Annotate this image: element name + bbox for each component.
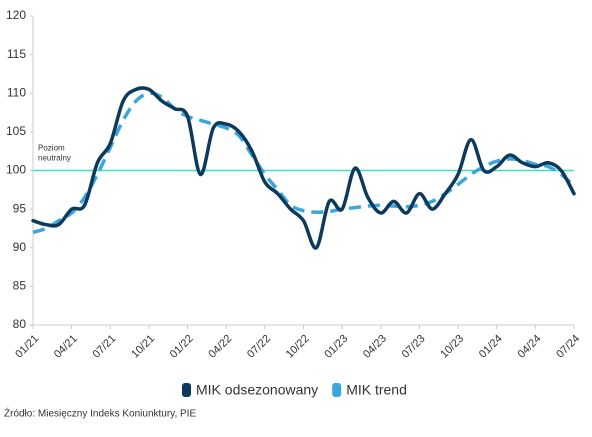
- y-tick-label: 105: [6, 124, 26, 138]
- x-tick-label: 07/23: [400, 333, 428, 361]
- legend-label: MIK trend: [346, 382, 407, 398]
- y-tick-label: 90: [13, 240, 27, 254]
- x-tick-label: 01/24: [477, 333, 505, 361]
- x-tick-label: 04/21: [52, 333, 80, 361]
- x-tick-label: 04/23: [361, 333, 389, 361]
- reference-label: Poziom: [38, 144, 65, 153]
- legend-label: MIK odsezonowany: [196, 382, 318, 398]
- x-tick-label: 01/22: [168, 333, 196, 361]
- x-tick-label: 10/21: [129, 333, 157, 361]
- x-tick-label: 01/23: [322, 333, 350, 361]
- x-tick-label: 07/21: [91, 333, 119, 361]
- legend-marker: [182, 383, 191, 397]
- y-tick-label: 100: [6, 163, 26, 177]
- y-tick-label: 110: [7, 85, 26, 99]
- x-tick-label: 01/21: [13, 333, 41, 361]
- x-tick-label: 07/22: [245, 333, 273, 361]
- y-tick-label: 95: [13, 201, 27, 215]
- x-tick-label: 07/24: [554, 333, 582, 361]
- reference-label: neutralny: [38, 154, 71, 163]
- legend: MIK odsezonowany MIK trend: [182, 382, 407, 398]
- source-note: Źródło: Miesięczny Indeks Koniunktury, P…: [4, 407, 196, 420]
- x-tick-label: 04/24: [516, 333, 544, 361]
- y-tick-label: 120: [6, 8, 26, 22]
- x-tick-label: 04/22: [206, 333, 234, 361]
- y-tick-label: 80: [13, 317, 27, 331]
- y-tick-label: 85: [13, 279, 27, 293]
- y-tick-label: 115: [7, 47, 26, 61]
- x-tick-label: 10/23: [438, 333, 466, 361]
- legend-marker: [332, 383, 342, 397]
- x-tick-label: 10/22: [284, 333, 312, 361]
- series-line: [32, 91, 576, 234]
- series-line: [31, 86, 576, 250]
